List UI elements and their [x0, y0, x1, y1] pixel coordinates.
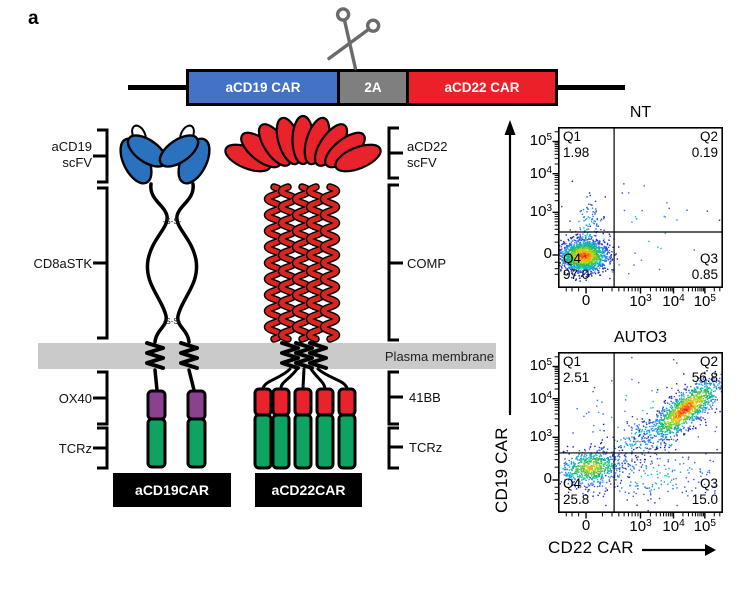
scatter-canvas	[558, 352, 723, 513]
quadrant-value: 0.85	[691, 266, 718, 282]
label-line: scFV	[407, 155, 437, 170]
plot-frame-and-gates	[552, 127, 723, 294]
y-axis-arrow	[504, 120, 516, 415]
x-axis-label: CD22 CAR	[548, 538, 634, 557]
y-tick-label: 103	[529, 203, 552, 221]
flow-plot-nt: NT 105 104 103 0 0 103 104 105 Q1 1.98 Q2 0.19 Q3 0.85…	[530, 104, 723, 310]
x-tick-label: 0	[581, 292, 591, 309]
acd22car-name-box: aCD22CAR	[255, 473, 362, 507]
y-tick-label: 105	[529, 132, 552, 150]
quadrant-name: Q3	[699, 251, 718, 266]
label-comp: COMP	[407, 256, 446, 271]
label-line: aCD22	[407, 139, 448, 154]
plasma-membrane-label: Plasma membrane	[384, 349, 494, 364]
y-tick-label: 0	[543, 244, 552, 262]
plot-title: AUTO3	[613, 329, 668, 346]
acd19-endodomains	[146, 389, 207, 469]
x-tick-label: 103	[629, 518, 652, 535]
y-tick-label: 103	[529, 428, 552, 446]
quadrant-label-q1: Q1 1.98	[563, 129, 589, 160]
acd22-scfv-fan	[224, 114, 382, 173]
acd19-scfv	[119, 124, 211, 185]
car-construct-bar: aCD19 CAR 2A aCD22 CAR	[186, 69, 558, 106]
quadrant-value: 25.8	[563, 491, 590, 507]
quadrant-value: 1.98	[563, 144, 590, 160]
x-tick-label: 105	[693, 293, 716, 310]
quadrant-label-q2: Q2 56.8	[692, 354, 718, 385]
plasma-membrane-band	[38, 343, 496, 369]
label-41bb: 41BB	[409, 390, 441, 405]
quadrant-value: 2.51	[563, 369, 590, 385]
construct-segment: aCD22 CAR	[406, 69, 558, 106]
x-tick-label: 103	[629, 293, 652, 310]
comp-coiled-coil	[263, 183, 341, 343]
acd22-endodomains	[253, 387, 357, 470]
scissors-handle	[335, 7, 351, 22]
quadrant-label-q2: Q2 0.19	[692, 129, 718, 160]
x-axis-arrow	[642, 544, 716, 556]
quadrant-value: 97.0	[563, 266, 590, 282]
label-ox40: OX40	[58, 391, 92, 406]
plot-title: NT	[629, 104, 652, 121]
x-tick-label: 104	[662, 293, 685, 310]
y-tick-label: 0	[543, 469, 552, 487]
quadrant-label-q4: Q4 25.8	[563, 476, 589, 507]
y-tick-label: 105	[529, 357, 552, 375]
label-cd8astk: CD8aSTK	[33, 256, 92, 271]
quadrant-label-q1: Q1 2.51	[563, 354, 589, 385]
quadrant-value: 15.0	[691, 491, 718, 507]
label-tcrz-left: TCRz	[58, 441, 92, 456]
quadrant-label-q4: Q4 97.0	[563, 251, 589, 282]
label-tcrz-right: TCRz	[409, 440, 443, 455]
label-line: aCD19	[51, 139, 92, 154]
y-tick-label: 104	[529, 164, 552, 182]
construct-segment: aCD19 CAR	[186, 69, 340, 106]
plot-frame-and-gates	[552, 352, 723, 519]
disulfide-bond-label: -S-S-	[162, 317, 182, 326]
quadrant-name: Q1	[563, 354, 582, 369]
label-acd22-scfv: aCD22 scFV	[407, 139, 469, 171]
quadrant-value: 56.8	[691, 369, 718, 385]
car-schematic-drawing	[38, 114, 496, 470]
quadrant-label-q3: Q3 0.85	[692, 251, 718, 282]
quadrant-name: Q1	[563, 129, 582, 144]
x-tick-label: 0	[581, 517, 591, 534]
y-tick-label: 104	[529, 389, 552, 407]
quadrant-name: Q3	[699, 476, 718, 491]
flow-plot-auto3: AUTO3 105 104 103 0 0 103 104 105 Q1 2.51 Q2 56.8 Q3 1…	[530, 329, 723, 535]
quadrant-label-q3: Q3 15.0	[692, 476, 718, 507]
disulfide-bond-label: -S-S-	[162, 217, 182, 226]
acd19-car-drawing	[119, 124, 211, 469]
x-tick-label: 105	[693, 518, 716, 535]
quadrant-value: 0.19	[691, 144, 718, 160]
x-tick-label: 104	[662, 518, 685, 535]
domain-brackets	[93, 126, 403, 470]
scissors-icon	[327, 7, 381, 70]
panel-label: a	[28, 8, 39, 29]
scissors-handle	[365, 18, 381, 33]
quadrant-name: Q4	[563, 476, 582, 491]
scatter-canvas	[558, 127, 723, 288]
acd22-car-drawing	[224, 114, 382, 470]
quadrant-name: Q2	[699, 129, 718, 144]
quadrant-name: Q4	[563, 251, 582, 266]
quadrant-name: Q2	[699, 354, 718, 369]
label-line: scFV	[62, 155, 92, 170]
label-acd19-scfv: aCD19 scFV	[30, 139, 92, 171]
acd19car-name-box: aCD19CAR	[113, 473, 231, 507]
